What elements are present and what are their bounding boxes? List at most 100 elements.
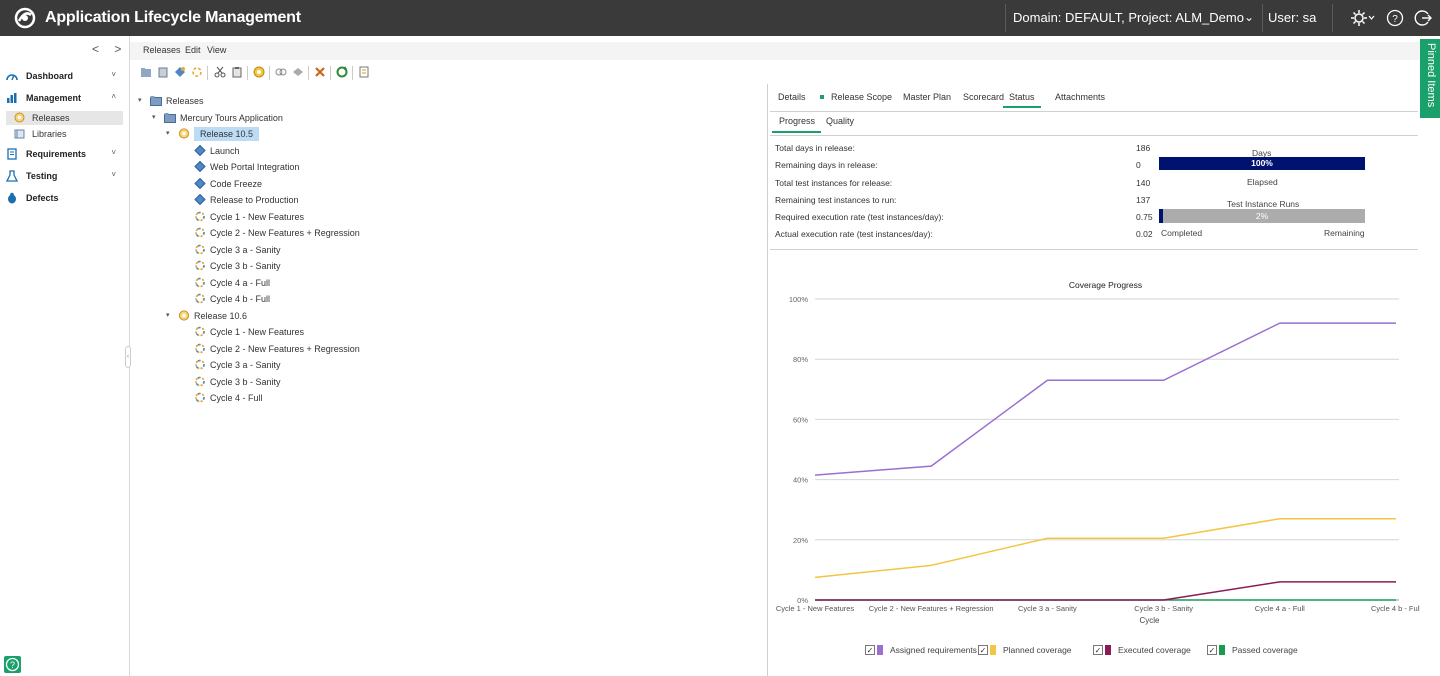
legend-label: Passed coverage	[1232, 645, 1298, 655]
help-icon[interactable]: ?	[1386, 9, 1404, 27]
stat-row: Remaining test instances to run: 137	[775, 195, 1155, 207]
tree-node-label: Cycle 3 b - Sanity	[210, 261, 281, 271]
topbar-divider	[1262, 4, 1263, 32]
link-icon[interactable]	[275, 66, 287, 78]
topbar-divider	[1005, 4, 1006, 32]
expand-toggle-icon[interactable]: ▾	[138, 97, 142, 104]
new-cycle-icon[interactable]	[191, 66, 203, 78]
new-release-icon[interactable]	[157, 66, 169, 78]
stat-label: Total test instances for release:	[775, 178, 893, 188]
stat-value: 137	[1136, 195, 1151, 205]
nav-subitem-libraries[interactable]: Libraries	[6, 127, 123, 141]
menu-view[interactable]: View	[207, 45, 227, 55]
subtab-quality[interactable]: Quality	[826, 116, 855, 126]
expand-toggle-icon[interactable]: ▾	[152, 114, 156, 121]
move-icon[interactable]	[292, 66, 304, 78]
report-icon[interactable]	[358, 66, 370, 78]
tab-modified-indicator	[820, 95, 824, 99]
stat-label: Remaining days in release:	[775, 160, 878, 170]
refresh-icon[interactable]	[336, 66, 348, 78]
series-line	[814, 517, 1396, 579]
tree-node-label: Mercury Tours Application	[180, 113, 283, 123]
nav-item-management[interactable]: Management ˄	[0, 89, 129, 107]
paste-icon[interactable]	[231, 66, 243, 78]
nav-item-testing[interactable]: Testing ˅	[0, 167, 129, 185]
tab-status[interactable]: Status	[1003, 92, 1041, 108]
menu-releases[interactable]: Releases	[143, 45, 181, 55]
subtab-progress[interactable]: Progress	[772, 116, 822, 133]
cycle-icon	[195, 277, 205, 288]
chevron-down-icon[interactable]: ˅	[111, 170, 116, 179]
cycle-icon	[195, 359, 205, 370]
x-tick-label: Cycle 3 b - Sanity	[1134, 604, 1193, 613]
new-milestone-icon[interactable]	[174, 66, 186, 78]
pinned-items-tab[interactable]: Pinned Items	[1420, 39, 1440, 118]
toolbar-separator	[308, 66, 309, 80]
logout-icon[interactable]	[1414, 9, 1432, 27]
management-icon	[7, 93, 17, 103]
tree-node-label: Cycle 3 b - Sanity	[210, 377, 281, 387]
release-icon	[178, 310, 190, 321]
menu-edit[interactable]: Edit	[185, 45, 201, 55]
nav-item-defects[interactable]: Defects	[0, 189, 129, 207]
legend-checkbox[interactable]: ✓	[978, 645, 988, 655]
stat-value: 0.75	[1136, 212, 1153, 222]
expand-toggle-icon[interactable]: ▾	[166, 130, 170, 137]
tab-scorecard[interactable]: Scorecard	[963, 92, 1005, 102]
collapse-pane-handle[interactable]: ‹	[125, 346, 131, 368]
expand-toggle-icon[interactable]: ▾	[166, 312, 170, 319]
nav-item-requirements[interactable]: Requirements ˅	[0, 145, 129, 163]
stat-value: 186	[1136, 143, 1151, 153]
chevron-down-icon[interactable]: ˅	[111, 70, 116, 79]
cut-icon[interactable]	[214, 66, 226, 78]
chevron-down-icon[interactable]: ˅	[111, 148, 116, 157]
nav-item-label: Requirements	[26, 149, 87, 159]
tab-master-plan[interactable]: Master Plan	[903, 92, 952, 102]
assign-icon[interactable]	[253, 66, 265, 78]
runs-completed-caption: Completed	[1161, 228, 1203, 238]
stat-row: Remaining days in release: 0	[775, 160, 1155, 172]
cycle-icon	[195, 227, 205, 238]
section-divider	[770, 249, 1418, 250]
new-folder-icon[interactable]	[140, 66, 152, 78]
folder-icon	[150, 96, 162, 106]
nav-subitem-label: Libraries	[32, 129, 67, 139]
chevron-down-icon[interactable]: ⌄	[1244, 10, 1255, 24]
stat-label: Actual execution rate (test instances/da…	[775, 229, 933, 239]
y-tick-label: 20%	[793, 536, 808, 545]
legend-checkbox[interactable]: ✓	[1207, 645, 1217, 655]
runs-remaining-caption: Remaining	[1324, 228, 1365, 238]
chevron-up-icon[interactable]: ˄	[111, 92, 116, 101]
milestone-icon	[194, 194, 206, 205]
x-tick-label: Cycle 4 b - Full	[1371, 604, 1420, 613]
stat-row: Total test instances for release: 140	[775, 178, 1155, 190]
nav-collapse-arrows[interactable]: < >	[92, 42, 128, 56]
domain-project-selector[interactable]: Domain: DEFAULT, Project: ALM_Demo	[1013, 10, 1244, 25]
tree-node-label: Cycle 4 b - Full	[210, 294, 271, 304]
y-tick-label: 100%	[789, 295, 809, 304]
legend-swatch	[1105, 645, 1111, 655]
runs-bar-title: Test Instance Runs	[1227, 199, 1300, 209]
y-tick-label: 40%	[793, 476, 808, 485]
status-subtabs: Progress Quality	[770, 112, 1418, 136]
legend-checkbox[interactable]: ✓	[1093, 645, 1103, 655]
settings-icon[interactable]	[1350, 9, 1376, 27]
nav-item-label: Defects	[26, 193, 59, 203]
legend-swatch	[1219, 645, 1225, 655]
legend-checkbox[interactable]: ✓	[865, 645, 875, 655]
tab-details[interactable]: Details	[778, 92, 806, 102]
cycle-icon	[195, 326, 205, 337]
tab-attachments[interactable]: Attachments	[1055, 92, 1106, 102]
nav-subitem-releases[interactable]: Releases	[6, 111, 123, 125]
user-label[interactable]: User: sa	[1268, 10, 1317, 25]
tree-node-label: Launch	[210, 146, 240, 156]
nav-item-dashboard[interactable]: Dashboard ˅	[0, 67, 129, 85]
x-tick-label: Cycle 1 - New Features	[776, 604, 855, 613]
cycle-icon	[195, 343, 205, 354]
delete-icon[interactable]	[314, 66, 326, 78]
pinned-items-label: Pinned Items	[1425, 43, 1437, 108]
tab-release-scope[interactable]: Release Scope	[831, 92, 893, 102]
help-icon[interactable]: ?	[4, 656, 21, 673]
pane-splitter[interactable]	[767, 84, 768, 676]
tree-node-label: Cycle 4 - Full	[210, 393, 263, 403]
